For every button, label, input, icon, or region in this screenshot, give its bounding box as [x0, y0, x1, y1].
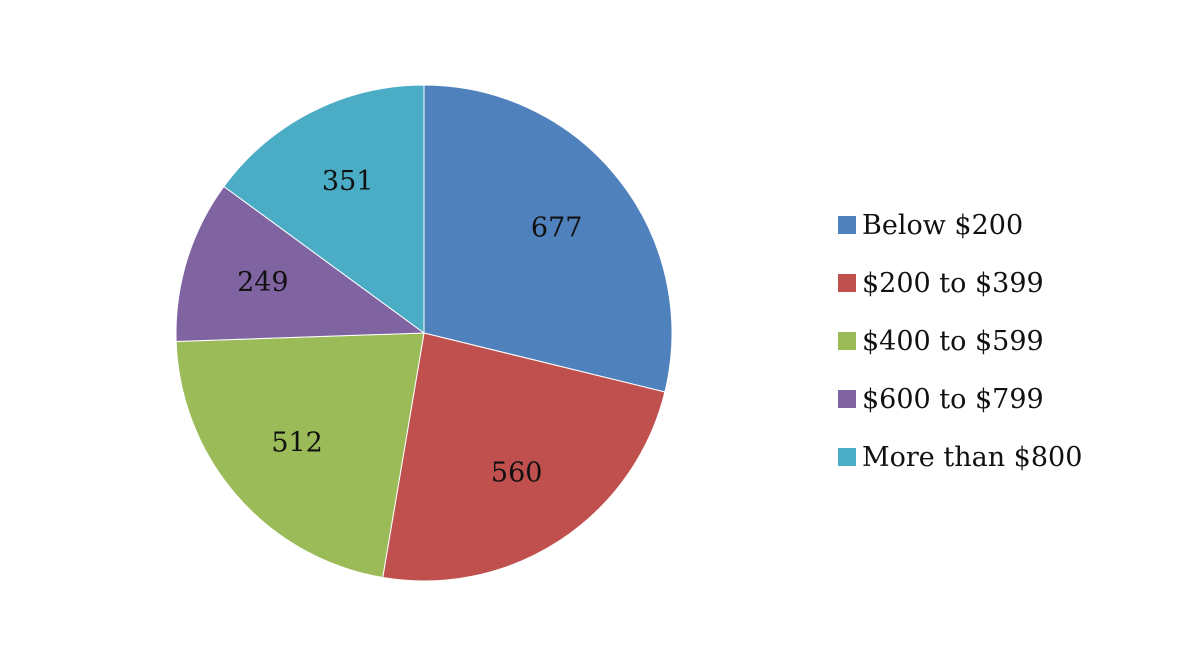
slice-data-label: 512 — [271, 428, 323, 459]
legend-swatch — [838, 390, 856, 408]
legend-item-600-to-799: $600 to $799 — [838, 370, 1082, 428]
legend-label: More than $800 — [862, 441, 1083, 473]
legend-swatch — [838, 274, 856, 292]
slice-data-label: 677 — [531, 212, 583, 243]
slice-data-label: 351 — [322, 166, 374, 197]
legend-label: $400 to $599 — [862, 325, 1044, 357]
legend: Below $200 $200 to $399 $400 to $599 $60… — [838, 196, 1082, 486]
legend-item-200-to-399: $200 to $399 — [838, 254, 1082, 312]
slice-data-label: 249 — [237, 267, 289, 298]
pie-slice-200-to-399 — [382, 332, 666, 582]
slice-data-label: 560 — [491, 457, 543, 488]
pie-data-labels: 677 560 512 249 351 — [237, 166, 582, 488]
legend-swatch — [838, 216, 856, 234]
legend-label: Below $200 — [862, 209, 1024, 241]
legend-item-400-to-599: $400 to $599 — [838, 312, 1082, 370]
pie-slice-600-to-799 — [175, 185, 426, 342]
pie-slice-400-to-599 — [175, 332, 425, 579]
legend-swatch — [838, 332, 856, 350]
legend-label: $600 to $799 — [862, 383, 1044, 415]
legend-item-more-than-800: More than $800 — [838, 428, 1082, 486]
legend-item-below-200: Below $200 — [838, 196, 1082, 254]
pie-slice-more-than-800 — [223, 84, 425, 334]
legend-swatch — [838, 448, 856, 466]
pie-slice-below-200 — [423, 84, 673, 393]
legend-label: $200 to $399 — [862, 267, 1044, 299]
pie-slices — [175, 84, 673, 582]
